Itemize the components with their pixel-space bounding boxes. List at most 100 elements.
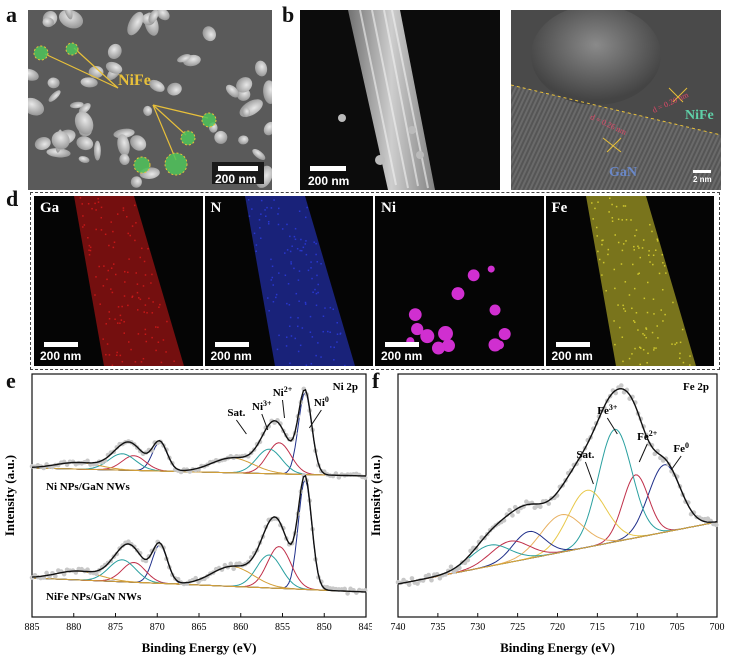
signal-dot	[332, 308, 334, 311]
signal-dot	[267, 309, 270, 312]
raw-data-point	[663, 456, 669, 462]
ni-particle	[488, 338, 502, 352]
signal-dot	[110, 267, 113, 269]
signal-dot	[316, 342, 319, 344]
signal-dot	[100, 229, 103, 231]
signal-dot	[294, 238, 296, 241]
signal-dot	[277, 223, 279, 226]
signal-dot	[591, 218, 594, 220]
signal-dot	[267, 220, 269, 223]
panel-label-d: d	[6, 186, 19, 211]
x-tick-label: 705	[670, 622, 685, 633]
signal-dot	[162, 339, 165, 341]
chart-title: Ni 2p	[333, 381, 358, 393]
signal-dot	[647, 254, 650, 256]
signal-dot	[650, 230, 653, 233]
signal-dot	[670, 343, 673, 345]
signal-dot	[319, 356, 322, 358]
signal-dot	[289, 263, 292, 265]
eds-scale-text: 200 nm	[381, 349, 423, 363]
peak-label-arrow	[235, 419, 247, 435]
panel-label-a: a	[6, 2, 17, 27]
signal-dot	[121, 360, 124, 363]
signal-dot	[659, 309, 662, 311]
signal-dot	[313, 288, 316, 291]
signal-dot	[315, 274, 318, 277]
sem-particle	[47, 77, 60, 89]
signal-dot	[663, 265, 665, 267]
signal-dot	[157, 341, 160, 343]
signal-dot	[305, 253, 307, 256]
signal-dot	[263, 209, 266, 211]
fit-envelope	[31, 388, 367, 477]
sem-particle	[28, 68, 39, 81]
signal-dot	[103, 265, 105, 267]
signal-dot	[624, 310, 626, 312]
y-axis-label: Intensity (a.u.)	[368, 455, 383, 536]
signal-dot	[274, 296, 277, 299]
signal-dot	[108, 311, 110, 313]
signal-dot	[94, 202, 96, 205]
raw-data-point	[546, 501, 552, 506]
signal-dot	[130, 348, 132, 351]
sem-particle	[70, 101, 84, 109]
x-tick-label: 855	[275, 622, 290, 633]
signal-dot	[131, 295, 134, 298]
signal-dot	[641, 247, 643, 249]
signal-dot	[329, 306, 331, 309]
y-axis-label: Intensity (a.u.)	[2, 455, 17, 536]
signal-dot	[272, 199, 275, 201]
signal-dot	[299, 238, 302, 241]
signal-dot	[95, 228, 97, 231]
signal-dot	[110, 288, 112, 290]
signal-dot	[136, 309, 139, 311]
sem-particle	[143, 105, 153, 116]
signal-dot	[644, 327, 647, 329]
signal-dot	[289, 261, 292, 263]
signal-dot	[112, 246, 115, 249]
signal-dot	[639, 347, 642, 349]
fit-component	[397, 428, 718, 585]
sem-particle	[93, 140, 101, 161]
signal-dot	[277, 272, 280, 274]
peak-label: Sat.	[227, 407, 245, 419]
sem-particle	[225, 84, 240, 98]
signal-dot	[271, 276, 273, 279]
signal-dot	[621, 249, 623, 252]
x-tick-label: 865	[192, 622, 207, 633]
signal-dot	[652, 254, 654, 257]
signal-dot	[622, 307, 625, 310]
sem-particle	[255, 60, 268, 77]
signal-dot	[679, 341, 681, 344]
ni-particle	[411, 322, 424, 336]
signal-dot	[632, 320, 634, 322]
signal-dot	[335, 322, 338, 324]
signal-dot	[123, 320, 125, 323]
signal-dot	[314, 242, 317, 245]
signal-dot	[339, 332, 341, 335]
signal-dot	[247, 198, 249, 201]
signal-dot	[311, 336, 313, 338]
eds-map-n	[204, 196, 373, 366]
signal-dot	[633, 321, 636, 324]
signal-dot	[323, 307, 326, 309]
peak-label: Fe2+	[637, 429, 658, 443]
sem-particle	[34, 136, 51, 150]
signal-dot	[688, 355, 691, 357]
signal-dot	[108, 318, 111, 320]
signal-dot	[294, 337, 296, 340]
signal-dot	[305, 364, 307, 366]
signal-dot	[139, 256, 142, 259]
signal-dot	[150, 282, 152, 284]
sem-particle	[107, 43, 122, 60]
signal-dot	[310, 277, 313, 280]
sem-particle	[88, 66, 104, 79]
signal-dot	[329, 346, 331, 348]
signal-dot	[642, 349, 644, 351]
signal-dot	[613, 234, 616, 236]
signal-dot	[265, 206, 268, 209]
nife-label: NiFe	[685, 108, 714, 123]
signal-dot	[285, 345, 287, 347]
panel-label-b: b	[282, 2, 295, 27]
signal-dot	[309, 315, 311, 318]
